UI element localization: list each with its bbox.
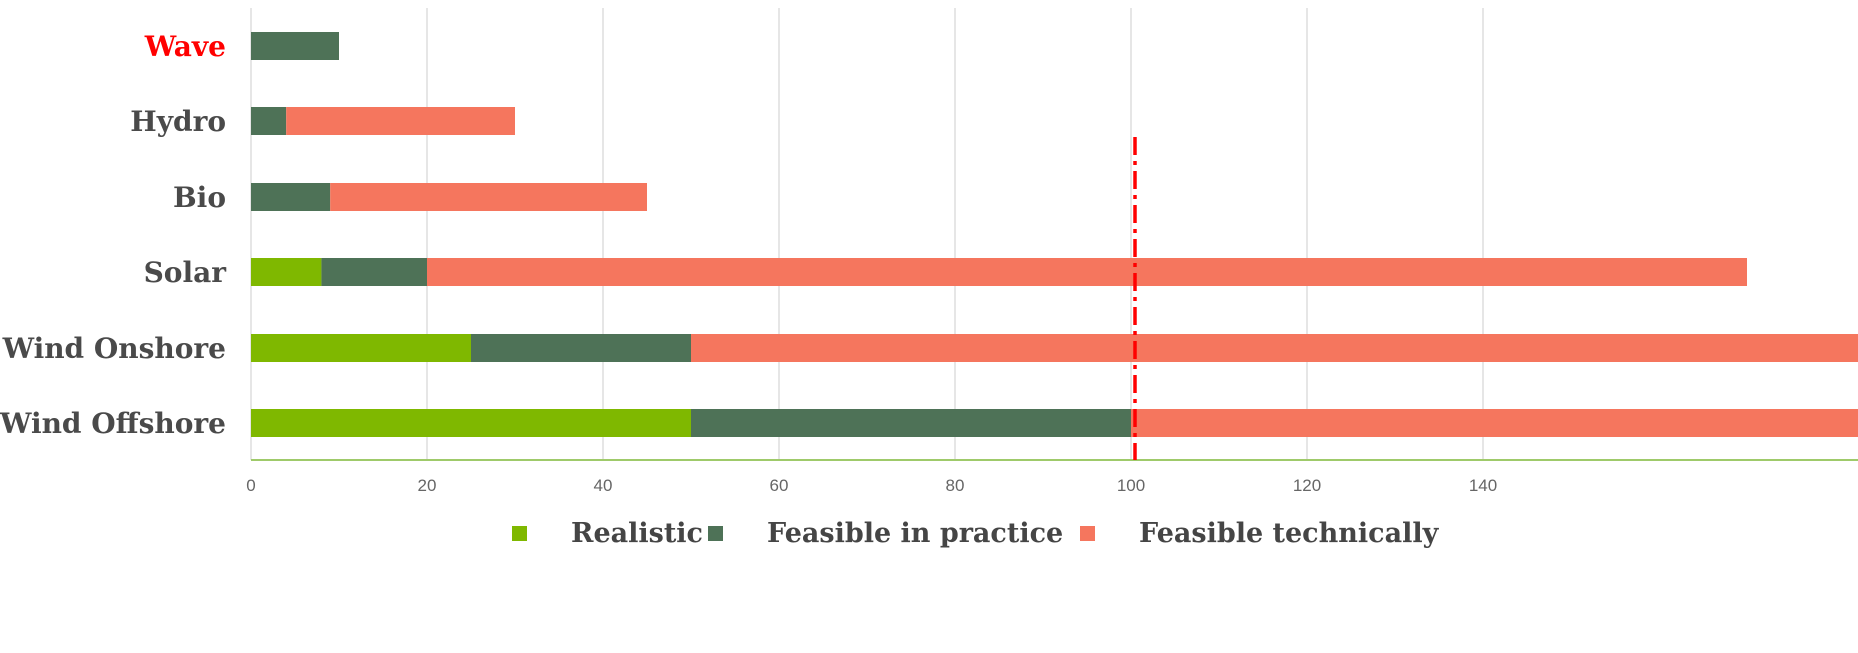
category-label: Bio (173, 181, 226, 214)
x-axis: 0 20 40 60 80 100 120 140 (246, 459, 1858, 495)
x-tick-label: 0 (246, 476, 255, 495)
grid-lines (250, 8, 1484, 460)
legend-swatch (512, 526, 527, 541)
category-label: Wind Offshore (0, 407, 226, 440)
x-tick-label: 100 (1117, 476, 1145, 495)
legend: Realistic Feasible in practice Feasible te… (512, 518, 1440, 549)
category-label: Wind Onshore (2, 332, 226, 365)
bar-wind-offshore-1 (691, 409, 1131, 437)
bar-bio-1 (251, 183, 331, 211)
x-tick-label: 40 (594, 476, 613, 495)
bar-wind-onshore-2 (691, 334, 1858, 362)
x-tick-label: 20 (418, 476, 437, 495)
legend-swatch (708, 526, 723, 541)
x-tick-label: 120 (1293, 476, 1321, 495)
category-label: Wave (144, 30, 226, 63)
legend-label: Feasible in practice (767, 518, 1063, 549)
x-tick-label: 60 (770, 476, 789, 495)
legend-label: Feasible technically (1139, 518, 1440, 549)
bar-solar-2 (427, 258, 1747, 286)
bar-wind-onshore-0 (251, 334, 471, 362)
bar-wind-offshore-0 (251, 409, 691, 437)
legend-swatch (1080, 526, 1095, 541)
bar-solar-1 (321, 258, 427, 286)
category-label: Solar (144, 256, 228, 289)
x-tick-label: 140 (1469, 476, 1497, 495)
bar-wind-offshore-2 (1131, 409, 1858, 437)
bar-hydro-1 (251, 107, 287, 135)
bar-wave-1 (251, 32, 339, 60)
bar-bio-2 (330, 183, 647, 211)
bar-wind-onshore-1 (471, 334, 691, 362)
legend-label: Realistic (571, 518, 703, 549)
category-labels: Wave Hydro Bio Solar Wind Onshore Wind Offsho… (0, 30, 227, 440)
bar-hydro-2 (286, 107, 515, 135)
x-tick-label: 80 (946, 476, 965, 495)
bars (251, 32, 1858, 437)
bar-solar-0 (251, 258, 322, 286)
category-label: Hydro (130, 105, 226, 138)
